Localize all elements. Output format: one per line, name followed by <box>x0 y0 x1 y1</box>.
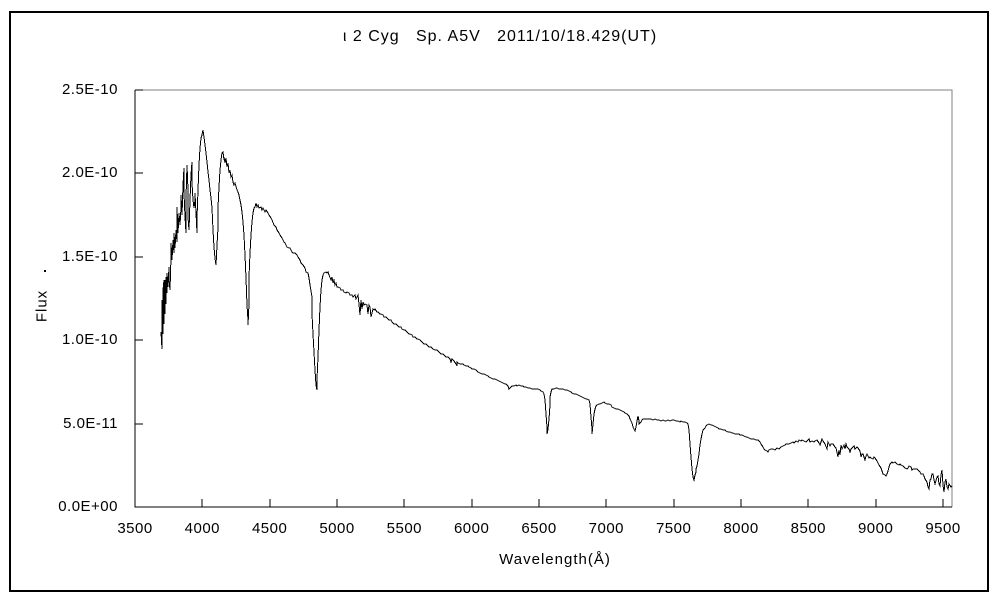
x-tick-label: 5500 <box>386 520 423 537</box>
x-tick-label: 8000 <box>723 520 759 537</box>
y-tick-label: 1.0E-10 <box>61 331 118 349</box>
x-tick-label: 9500 <box>925 520 961 537</box>
plot-box-shade <box>135 89 953 507</box>
y-tick-label: 5.0E-11 <box>63 414 118 432</box>
y-tick-label: 2.0E-10 <box>61 164 118 182</box>
y-tick-label: 1.5E-10 <box>61 247 118 265</box>
x-tick-label: 8500 <box>790 520 827 537</box>
x-tick-label: 4000 <box>184 520 221 537</box>
x-tick-label: 5000 <box>319 520 355 537</box>
x-axis-title: Wavelength(Å) <box>499 551 611 568</box>
y-tick-label: 0.0E+00 <box>58 498 118 515</box>
x-tick-label: 3500 <box>117 520 153 537</box>
chart-title: ι 2 Cyg Sp. A5V 2011/10/18.429(UT) <box>342 28 658 45</box>
y-tick-label: 2.5E-10 <box>61 81 118 98</box>
y-axis-title: Flux <box>33 289 51 323</box>
x-tick-label: 9000 <box>857 520 894 537</box>
x-tick-label: 4500 <box>251 520 288 537</box>
x-tick-label: 6000 <box>453 520 490 537</box>
spectrum-line <box>160 129 953 493</box>
x-tick-label: 7000 <box>588 520 625 537</box>
stray-dot <box>44 270 46 272</box>
x-tick-label: 6500 <box>521 520 557 537</box>
outer-border <box>9 11 989 592</box>
x-tick-label: 7500 <box>655 520 692 537</box>
